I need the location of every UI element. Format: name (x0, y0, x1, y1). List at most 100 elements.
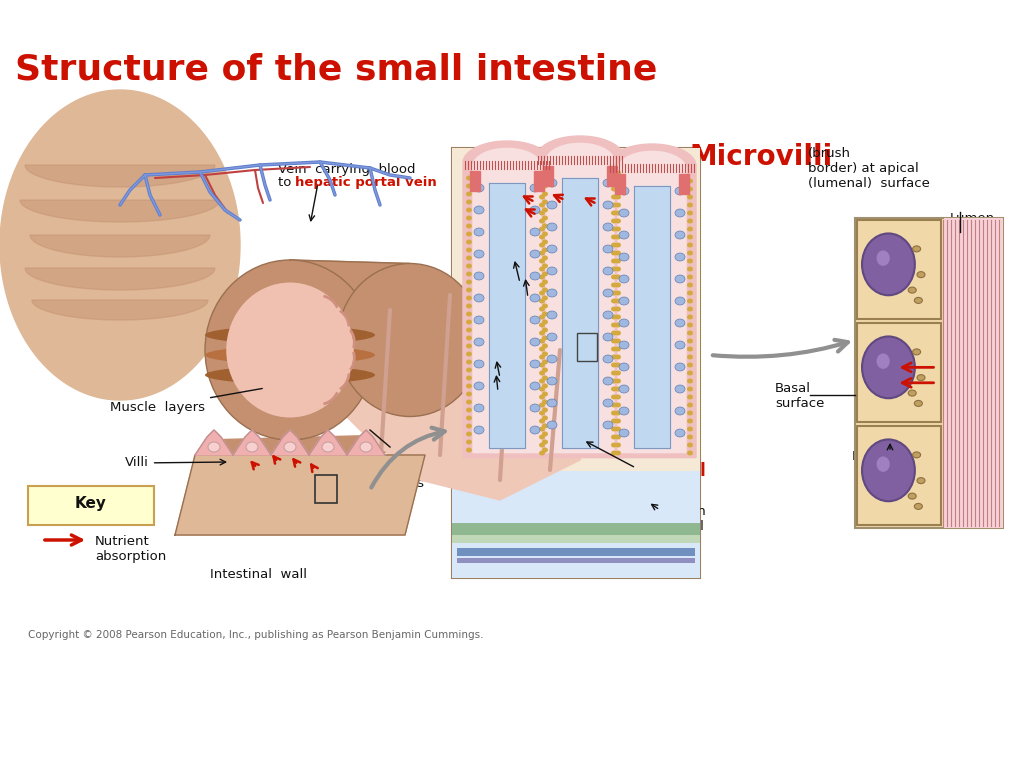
Ellipse shape (603, 223, 613, 231)
Text: Large
circular
folds: Large circular folds (393, 447, 442, 490)
Ellipse shape (542, 263, 548, 269)
Polygon shape (205, 430, 575, 455)
Ellipse shape (615, 323, 621, 327)
Ellipse shape (611, 243, 617, 247)
Ellipse shape (687, 379, 693, 383)
Ellipse shape (611, 178, 617, 184)
Ellipse shape (542, 272, 548, 276)
Ellipse shape (687, 187, 693, 191)
Ellipse shape (360, 442, 372, 452)
Ellipse shape (611, 290, 617, 296)
Ellipse shape (530, 250, 540, 258)
Ellipse shape (466, 184, 472, 188)
Ellipse shape (530, 338, 540, 346)
Ellipse shape (675, 407, 685, 415)
Polygon shape (290, 260, 410, 350)
Ellipse shape (687, 274, 693, 280)
Ellipse shape (603, 355, 613, 363)
Ellipse shape (539, 299, 545, 303)
Ellipse shape (615, 426, 621, 432)
Bar (452, 535, 700, 543)
Ellipse shape (615, 227, 621, 231)
Ellipse shape (542, 319, 548, 325)
Ellipse shape (611, 395, 617, 399)
Ellipse shape (226, 283, 353, 418)
Ellipse shape (208, 442, 220, 452)
Ellipse shape (539, 379, 545, 383)
Ellipse shape (205, 326, 375, 344)
Ellipse shape (611, 299, 617, 303)
Ellipse shape (603, 377, 613, 385)
Ellipse shape (539, 346, 545, 352)
Ellipse shape (611, 219, 617, 223)
Ellipse shape (246, 442, 258, 452)
Ellipse shape (618, 297, 629, 305)
Ellipse shape (615, 290, 621, 296)
Ellipse shape (687, 203, 693, 207)
Ellipse shape (547, 355, 557, 363)
Ellipse shape (474, 250, 484, 258)
Ellipse shape (687, 386, 693, 392)
Ellipse shape (611, 315, 617, 319)
Ellipse shape (912, 246, 921, 252)
Ellipse shape (675, 297, 685, 305)
Bar (577, 333, 597, 361)
Bar (452, 148, 700, 578)
Ellipse shape (530, 426, 540, 434)
Polygon shape (536, 136, 624, 458)
Ellipse shape (466, 376, 472, 380)
Ellipse shape (466, 432, 472, 436)
Ellipse shape (615, 203, 621, 207)
Text: Intestinal  wall: Intestinal wall (210, 568, 307, 581)
Ellipse shape (547, 267, 557, 275)
Ellipse shape (618, 407, 629, 415)
Ellipse shape (615, 187, 621, 191)
Bar (457, 548, 695, 556)
Ellipse shape (615, 330, 621, 336)
Ellipse shape (687, 355, 693, 359)
Ellipse shape (687, 362, 693, 368)
Ellipse shape (615, 274, 621, 280)
Ellipse shape (474, 272, 484, 280)
Ellipse shape (547, 399, 557, 407)
Ellipse shape (539, 219, 545, 223)
Ellipse shape (539, 234, 545, 240)
Polygon shape (608, 144, 696, 458)
Ellipse shape (615, 395, 621, 399)
Ellipse shape (908, 287, 916, 293)
Ellipse shape (539, 426, 545, 432)
Ellipse shape (603, 201, 613, 209)
Ellipse shape (687, 346, 693, 352)
Ellipse shape (539, 187, 545, 191)
Ellipse shape (466, 240, 472, 244)
Ellipse shape (542, 247, 548, 253)
Ellipse shape (618, 385, 629, 393)
Ellipse shape (539, 386, 545, 392)
Ellipse shape (611, 283, 617, 287)
Ellipse shape (611, 362, 617, 368)
Ellipse shape (918, 375, 925, 381)
Ellipse shape (615, 386, 621, 392)
Ellipse shape (466, 231, 472, 237)
Bar (452, 471, 700, 578)
Ellipse shape (542, 176, 548, 180)
Ellipse shape (687, 451, 693, 455)
Ellipse shape (539, 274, 545, 280)
Ellipse shape (539, 339, 545, 343)
Ellipse shape (542, 303, 548, 309)
Polygon shape (25, 268, 215, 290)
Polygon shape (347, 430, 385, 455)
Ellipse shape (547, 311, 557, 319)
Ellipse shape (862, 336, 914, 399)
Ellipse shape (675, 187, 685, 195)
Ellipse shape (539, 194, 545, 200)
Ellipse shape (687, 306, 693, 312)
Ellipse shape (539, 315, 545, 319)
Polygon shape (489, 183, 525, 448)
Text: hepatic portal vein: hepatic portal vein (295, 176, 437, 189)
Ellipse shape (914, 297, 923, 303)
Ellipse shape (542, 336, 548, 340)
Ellipse shape (687, 299, 693, 303)
Ellipse shape (618, 363, 629, 371)
Ellipse shape (474, 338, 484, 346)
